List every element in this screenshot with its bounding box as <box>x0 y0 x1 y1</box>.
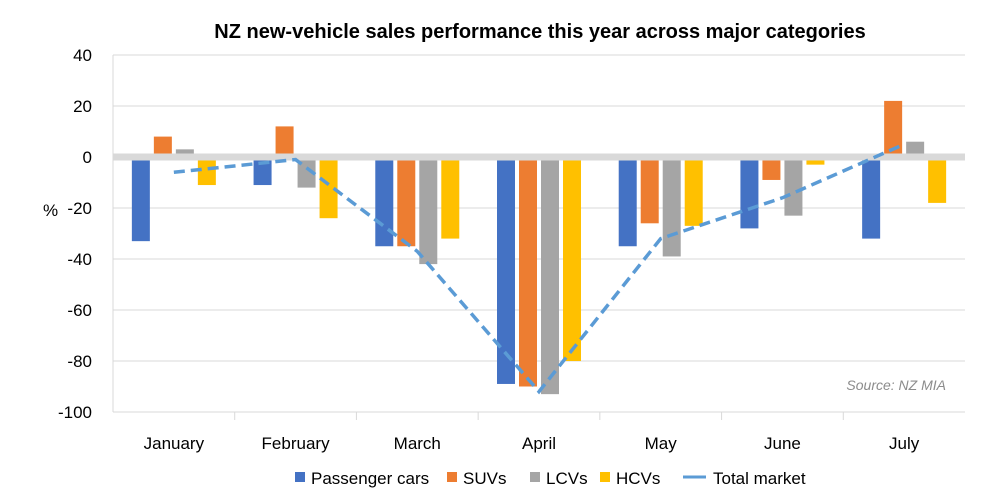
bar-hcvs <box>563 157 581 361</box>
legend-swatch <box>447 472 457 482</box>
bar-lcvs <box>662 157 681 257</box>
total-market-line-group <box>173 142 905 395</box>
grid <box>112 54 965 413</box>
bar-suvs <box>519 157 537 387</box>
y-tick-label: -60 <box>67 301 92 320</box>
total-market-line <box>173 142 905 395</box>
bars <box>131 100 947 395</box>
bar-passenger-cars <box>740 157 759 229</box>
bar-hcvs <box>806 157 825 165</box>
bar-lcvs <box>175 149 194 157</box>
y-tick-label: -20 <box>67 199 92 218</box>
y-tick-label: -100 <box>58 403 92 422</box>
y-axis-label: % <box>43 201 58 220</box>
y-tick-label: 20 <box>73 97 92 116</box>
x-tick-label: January <box>144 434 205 453</box>
bar-hcvs <box>197 157 216 186</box>
y-tick-label: 40 <box>73 46 92 65</box>
legend-label: LCVs <box>546 469 588 488</box>
legend: Passenger cars SUVs LCVs HCVs Total market <box>295 469 806 488</box>
legend-label: Passenger cars <box>311 469 429 488</box>
y-tick-label: -80 <box>67 352 92 371</box>
bar-hcvs <box>441 157 460 239</box>
bar-lcvs <box>419 157 438 265</box>
bar-suvs <box>884 100 903 157</box>
source-note: Source: NZ MIA <box>846 377 946 393</box>
bar-hcvs <box>319 157 338 219</box>
bar-lcvs <box>906 141 925 157</box>
legend-label: HCVs <box>616 469 660 488</box>
y-axis: 40 20 0 -20 -40 -60 -80 -100 <box>58 46 92 422</box>
x-tick-label: May <box>645 434 678 453</box>
legend-swatch <box>295 472 305 482</box>
bar-suvs <box>275 126 294 157</box>
x-tick-label: April <box>522 434 556 453</box>
chart-title: NZ new-vehicle sales performance this ye… <box>214 21 865 43</box>
legend-swatch <box>600 472 610 482</box>
bar-lcvs <box>541 157 559 395</box>
x-axis: January February March April May June July <box>113 411 965 453</box>
x-tick-label: June <box>764 434 801 453</box>
legend-label: SUVs <box>463 469 506 488</box>
x-tick-label: July <box>889 434 920 453</box>
bar-suvs <box>640 157 659 224</box>
bar-suvs <box>397 157 416 247</box>
legend-label: Total market <box>713 469 806 488</box>
legend-swatch <box>530 472 540 482</box>
bar-lcvs <box>784 157 803 216</box>
bar-suvs <box>153 136 172 157</box>
bar-passenger-cars <box>862 157 881 239</box>
bar-passenger-cars <box>497 157 515 384</box>
y-tick-label: 0 <box>83 148 92 167</box>
bar-passenger-cars <box>131 157 150 242</box>
bar-hcvs <box>684 157 703 226</box>
bar-lcvs <box>297 157 316 188</box>
y-tick-label: -40 <box>67 250 92 269</box>
x-tick-label: March <box>394 434 441 453</box>
bar-suvs <box>762 157 781 180</box>
x-tick-label: February <box>262 434 331 453</box>
bar-passenger-cars <box>618 157 637 247</box>
bar-hcvs <box>928 157 947 203</box>
